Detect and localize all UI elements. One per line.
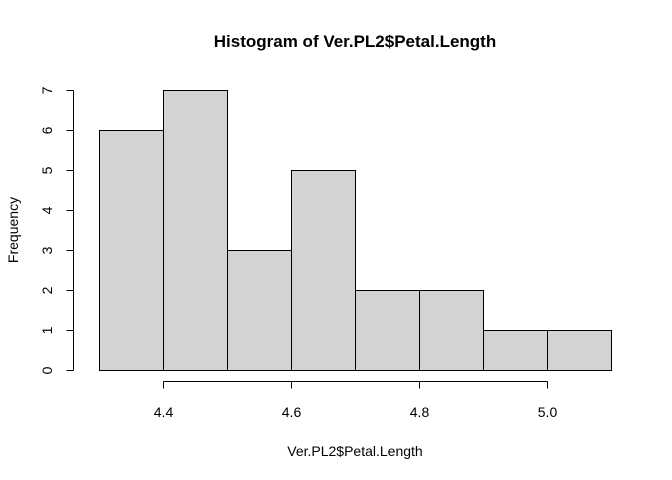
y-tick-label: 7 [39, 86, 55, 94]
histogram-bar [291, 170, 356, 371]
histogram-bar [99, 130, 164, 371]
x-axis: 4.4 4.6 4.8 5.0 [154, 381, 558, 420]
histogram-bar [227, 250, 292, 371]
x-tick-label: 4.4 [154, 404, 174, 420]
y-axis: 0 1 2 3 4 5 6 7 [39, 86, 74, 374]
histogram-bar [419, 290, 484, 371]
y-tick-label: 1 [39, 326, 55, 334]
y-tick-label: 5 [39, 166, 55, 174]
y-tick-label: 6 [39, 126, 55, 134]
y-tick-label: 4 [39, 206, 55, 214]
y-axis-label: Frequency [5, 197, 21, 263]
y-tick-label: 2 [39, 286, 55, 294]
y-tick-label: 3 [39, 246, 55, 254]
x-tick-label: 5.0 [538, 404, 558, 420]
histogram-bar [355, 290, 420, 371]
chart-title: Histogram of Ver.PL2$Petal.Length [214, 32, 496, 51]
y-tick-label: 0 [39, 366, 55, 374]
bars-group [99, 90, 612, 371]
x-tick-label: 4.8 [410, 404, 430, 420]
x-axis-label: Ver.PL2$Petal.Length [287, 443, 422, 459]
x-tick-label: 4.6 [282, 404, 302, 420]
histogram-bar [547, 330, 612, 371]
histogram-bar [163, 90, 228, 371]
histogram-bar [483, 330, 548, 371]
